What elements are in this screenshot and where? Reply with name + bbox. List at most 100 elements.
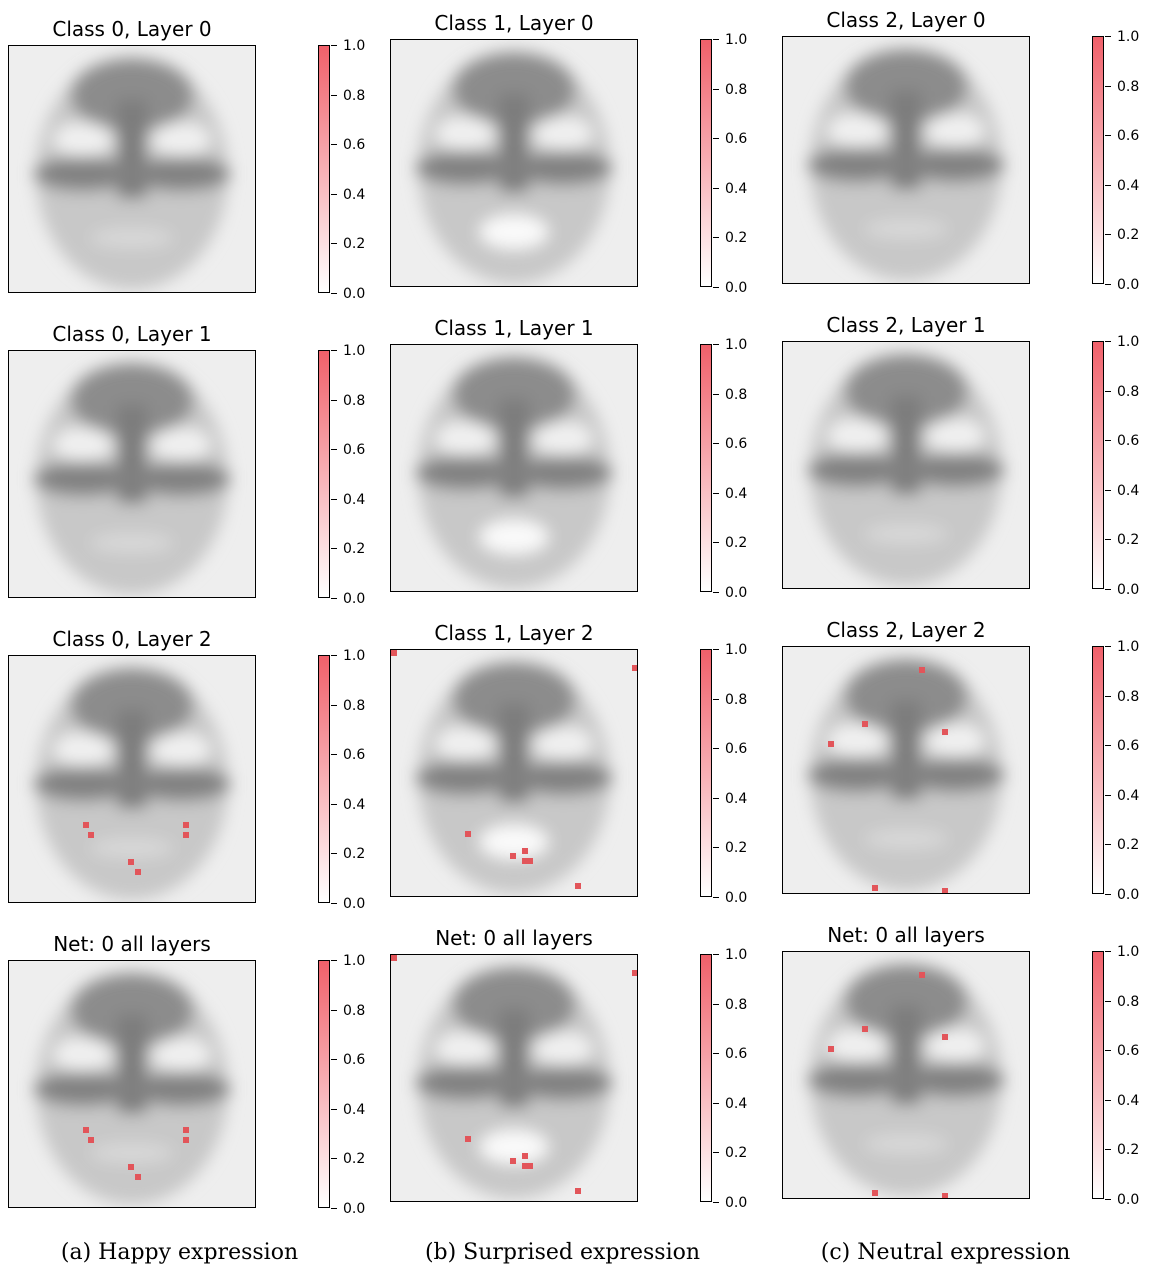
colorbar-tick-label: 0.4	[1117, 1092, 1140, 1109]
colorbar-tick-label: 0.4	[725, 180, 748, 197]
face-image	[807, 354, 1005, 586]
colorbar-tick	[331, 1108, 337, 1110]
colorbar: 0.0 0.2 0.4 0.6 0.8 1.0	[700, 643, 747, 905]
colorbar-tick-label: 1.0	[725, 947, 748, 963]
colorbar-tick-label: 0.6	[343, 1052, 366, 1069]
colorbar-tick-label: 0.2	[1117, 837, 1140, 854]
colorbar-tick-label: 0.8	[343, 697, 366, 714]
colorbar-tick	[331, 243, 337, 245]
colorbar: 0.0 0.2 0.4 0.6 0.8 1.0	[1092, 640, 1139, 902]
colorbar-tick	[1105, 539, 1111, 541]
colorbar: 0.0 0.2 0.4 0.6 0.8 1.0	[318, 954, 365, 1216]
panel-title: Net: 0 all layers	[827, 923, 985, 947]
colorbar-tick-label: 0.0	[343, 591, 366, 607]
colorbar-tick-label: 0.4	[725, 1095, 748, 1112]
colorbar-tick	[713, 954, 719, 955]
colorbar-tick	[1105, 1149, 1111, 1151]
highlight-pixel	[83, 822, 89, 828]
colorbar-tick	[331, 144, 337, 146]
highlight-pixel	[135, 869, 141, 875]
colorbar-tick-label: 0.8	[343, 87, 366, 104]
colorbar-tick	[713, 1152, 719, 1154]
face-image	[807, 659, 1005, 891]
heatmap-panel	[390, 39, 638, 287]
subfigure-caption: (c) Neutral expression	[820, 1240, 1071, 1265]
colorbar-tick-label: 0.2	[725, 230, 748, 247]
panel-title: Class 0, Layer 0	[52, 17, 212, 41]
colorbar-tick	[331, 704, 337, 706]
colorbar-tick	[713, 443, 719, 445]
colorbar-tick	[331, 498, 337, 500]
colorbar-tick	[331, 548, 337, 550]
colorbar-tick	[1105, 1000, 1111, 1002]
highlight-pixel	[391, 955, 397, 961]
colorbar-tick-label: 0.0	[1117, 582, 1140, 598]
colorbar-tick	[713, 1202, 719, 1203]
highlight-pixel	[465, 1136, 471, 1142]
colorbar-tick	[331, 1158, 337, 1160]
colorbar-tick-label: 1.0	[1117, 334, 1140, 350]
colorbar-tick-label: 0.4	[343, 796, 366, 813]
colorbar-tick-label: 0.0	[725, 890, 748, 906]
colorbar-tick-label: 1.0	[1117, 29, 1140, 45]
colorbar-tick-label: 1.0	[343, 38, 366, 54]
colorbar-tick	[713, 592, 719, 593]
colorbar-tick	[1105, 589, 1111, 590]
panel-title: Net: 0 all layers	[53, 932, 211, 956]
colorbar-tick-label: 0.6	[725, 741, 748, 758]
colorbar-tick-label: 0.0	[1117, 1192, 1140, 1208]
colorbar-tick-label: 0.4	[343, 186, 366, 203]
colorbar-tick-label: 0.6	[1117, 128, 1140, 145]
face-image	[33, 58, 231, 290]
colorbar-tick-label: 0.8	[343, 1002, 366, 1019]
colorbar-tick	[331, 193, 337, 195]
panel-title: Class 2, Layer 1	[826, 313, 986, 337]
highlight-pixel	[522, 1153, 528, 1159]
colorbar-tick-label: 1.0	[725, 337, 748, 353]
highlight-pixel	[522, 848, 528, 854]
colorbar-tick	[331, 803, 337, 805]
colorbar-tick-label: 1.0	[1117, 944, 1140, 960]
face-image	[33, 363, 231, 595]
colorbar-tick-label: 0.8	[725, 996, 748, 1013]
colorbar-tick-label: 0.8	[1117, 688, 1140, 705]
colorbar-tick	[713, 138, 719, 140]
colorbar-tick-label: 1.0	[725, 642, 748, 658]
colorbar-tick	[331, 655, 337, 656]
colorbar-tick-label: 0.6	[343, 137, 366, 154]
highlight-pixel	[128, 859, 134, 865]
face-image	[33, 668, 231, 900]
colorbar-tick	[331, 1059, 337, 1061]
highlight-pixel	[83, 1127, 89, 1133]
colorbar-tick-label: 0.2	[1117, 227, 1140, 244]
colorbar-tick	[713, 1053, 719, 1055]
colorbar-tick-label: 0.2	[1117, 1142, 1140, 1159]
highlight-pixel	[632, 665, 637, 671]
highlight-pixel	[942, 1193, 948, 1198]
colorbar-tick	[1105, 36, 1111, 37]
colorbar-tick	[1105, 135, 1111, 137]
subfigure-caption: (a) Happy expression	[60, 1240, 299, 1265]
colorbar-tick	[713, 649, 719, 650]
colorbar-tick	[331, 1208, 337, 1209]
highlight-pixel	[942, 729, 948, 735]
colorbar-tick-label: 1.0	[343, 343, 366, 359]
colorbar-tick-label: 0.0	[343, 896, 366, 912]
colorbar-tick-label: 0.6	[725, 131, 748, 148]
highlight-pixel	[872, 885, 878, 891]
heatmap-panel	[8, 960, 256, 1208]
colorbar-tick	[1105, 894, 1111, 895]
highlight-pixel	[510, 853, 516, 859]
colorbar-tick	[1105, 646, 1111, 647]
colorbar: 0.0 0.2 0.4 0.6 0.8 1.0	[1092, 945, 1139, 1207]
colorbar-tick	[331, 449, 337, 451]
colorbar-tick-label: 1.0	[343, 953, 366, 969]
colorbar-tick	[713, 492, 719, 494]
highlight-pixel	[88, 1137, 94, 1143]
heatmap-panel	[8, 45, 256, 293]
highlight-pixel	[128, 1164, 134, 1170]
colorbar-tick	[1105, 184, 1111, 186]
face-image	[415, 357, 613, 589]
highlight-pixel	[828, 741, 834, 747]
colorbar-tick-label: 0.4	[725, 485, 748, 502]
